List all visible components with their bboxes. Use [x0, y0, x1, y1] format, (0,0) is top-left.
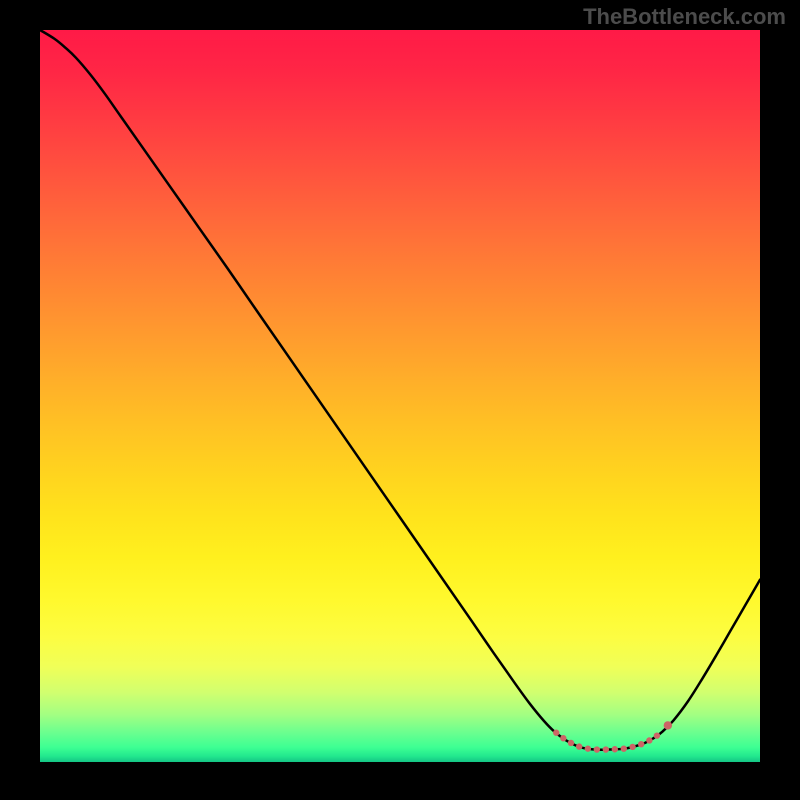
dotted-segment: [553, 721, 672, 753]
chart-container: TheBottleneck.com: [0, 0, 800, 800]
main-curve: [40, 30, 760, 750]
watermark-text: TheBottleneck.com: [583, 4, 786, 30]
curve-layer: [40, 30, 760, 762]
plot-area: [40, 30, 760, 762]
